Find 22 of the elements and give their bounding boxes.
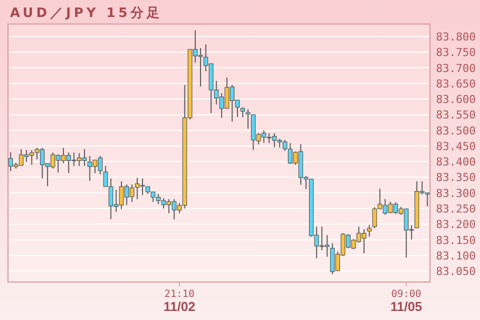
y-tick-label: 83.450 xyxy=(436,140,476,153)
y-tick-label: 83.050 xyxy=(436,265,476,278)
y-tick-label: 83.400 xyxy=(436,156,476,169)
y-tick-label: 83.500 xyxy=(436,124,476,138)
candlestick xyxy=(240,106,246,118)
y-tick-label: 83.350 xyxy=(436,171,476,184)
y-tick-label: 83.750 xyxy=(436,46,476,60)
y-tick-label: 83.300 xyxy=(436,186,476,200)
y-tick-label: 83.700 xyxy=(436,62,476,75)
chart-title: AUD／JPY 15分足 xyxy=(10,6,162,21)
candlestick xyxy=(246,108,250,130)
y-tick-label: 83.550 xyxy=(436,108,476,122)
y-tick-label: 83.150 xyxy=(436,234,476,247)
x-tick-label: 21:10 11/02 xyxy=(164,289,196,314)
y-tick-label: 83.650 xyxy=(436,77,476,90)
candlestick xyxy=(367,224,372,238)
y-tick-label: 83.200 xyxy=(436,218,476,232)
y-tick-label: 83.800 xyxy=(436,30,476,44)
x-tick-label: 09:00 11/05 xyxy=(390,289,422,314)
y-tick-label: 83.250 xyxy=(436,202,476,216)
y-tick-label: 83.100 xyxy=(436,249,476,262)
y-tick-label: 83.600 xyxy=(436,93,476,106)
